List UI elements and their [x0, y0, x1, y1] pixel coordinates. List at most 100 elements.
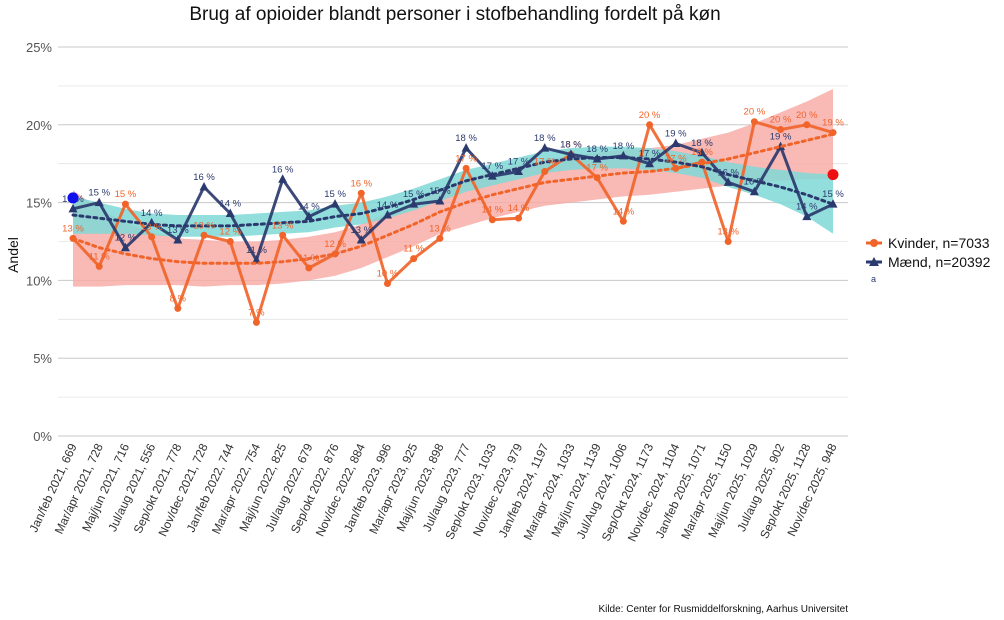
data-label-maend: 15 % — [403, 189, 425, 200]
point-kvinder — [357, 189, 365, 197]
data-label-kvinder: 18 % — [691, 147, 713, 158]
data-label-kvinder: 13 % — [717, 227, 739, 238]
data-label-maend: 14 % — [796, 202, 818, 213]
trend-line-maend — [71, 156, 835, 228]
data-label-kvinder: 11 % — [89, 251, 111, 262]
point-maend — [697, 147, 707, 157]
y-tick-label: 15% — [26, 196, 52, 211]
point-maend — [199, 182, 209, 191]
point-kvinder — [121, 200, 129, 208]
data-label-kvinder: 17 % — [534, 156, 556, 167]
data-label-kvinder: 14 % — [613, 206, 635, 217]
data-label-kvinder: 19 % — [822, 118, 844, 129]
data-label-maend: 15 % — [88, 188, 110, 199]
data-label-maend: 16 % — [193, 172, 215, 183]
point-maend — [671, 138, 681, 147]
point-maend — [435, 196, 445, 205]
point-maend — [278, 174, 288, 183]
point-kvinder — [750, 118, 758, 126]
point-kvinder — [488, 216, 496, 224]
point-kvinder — [383, 280, 391, 288]
point-maend — [173, 234, 183, 244]
point-maend — [409, 199, 419, 208]
data-label-kvinder: 12 % — [324, 239, 346, 250]
data-label-kvinder: 16 % — [350, 178, 372, 189]
data-label-maend: 17 % — [508, 156, 530, 167]
point-maend — [330, 199, 340, 208]
highlight-points — [67, 169, 839, 204]
point-kvinder — [541, 167, 549, 175]
legend-note: a — [871, 274, 876, 284]
data-label-maend: 16 % — [744, 177, 766, 188]
data-label-maend: 15 % — [429, 186, 451, 197]
data-label-kvinder: 11 % — [403, 244, 425, 255]
point-kvinder — [148, 233, 156, 241]
data-label-maend: 18 % — [455, 133, 477, 144]
series-lines — [68, 118, 838, 326]
point-kvinder — [803, 121, 811, 129]
y-tick-label: 10% — [26, 273, 52, 288]
legend-maend-marker — [869, 257, 879, 266]
point-kvinder — [462, 164, 470, 172]
data-label-kvinder: 18 % — [560, 139, 582, 150]
ci-band-maend — [73, 146, 833, 237]
series-line-kvinder — [71, 120, 834, 324]
point-maend — [802, 211, 812, 221]
data-label-kvinder: 17 % — [455, 153, 477, 164]
y-tick-label: 0% — [33, 429, 52, 444]
point-kvinder — [436, 234, 444, 242]
point-maend — [461, 143, 471, 152]
data-label-maend: 18 % — [534, 133, 556, 144]
y-tick-label: 5% — [33, 351, 52, 366]
point-maend — [94, 197, 104, 207]
y-tick-label: 25% — [26, 40, 52, 55]
data-label-kvinder: 15 % — [115, 189, 137, 200]
data-label-maend: 17 % — [481, 161, 503, 172]
data-label-maend: 18 % — [560, 139, 582, 150]
data-label-maend: 19 % — [665, 128, 687, 139]
trend-line-kvinder — [71, 132, 835, 265]
data-label-kvinder: 7 % — [248, 307, 265, 318]
point-maend — [120, 242, 130, 252]
point-kvinder — [724, 238, 732, 245]
data-label-kvinder: 10 % — [377, 269, 399, 280]
data-label-kvinder: 20 % — [796, 110, 818, 121]
data-label-maend: 14 % — [377, 200, 399, 211]
data-label-maend: 18 % — [613, 141, 635, 152]
y-axis-label: Andel — [5, 237, 21, 273]
data-label-kvinder: 13 % — [193, 220, 215, 231]
point-kvinder — [646, 121, 654, 129]
y-axis-ticks: 0% 5% 10% 15% 20% 25% — [26, 40, 52, 444]
data-label-maend: 15 % — [822, 189, 844, 200]
point-maend — [645, 158, 655, 168]
point-maend — [514, 166, 524, 175]
legend-kvinder-marker — [870, 239, 878, 247]
data-label-kvinder: 12 % — [219, 227, 241, 238]
data-labels: 13 % 11 % 15 % 13 % 8 % 13 % 12 % 7 % 13 % 11 % 12… — [62, 107, 844, 319]
data-label-maend: 16 % — [717, 167, 739, 178]
trend-lines — [71, 132, 835, 265]
point-maend — [356, 234, 366, 244]
data-label-maend: 16 % — [272, 164, 294, 175]
point-maend — [540, 143, 550, 152]
data-label-maend: 18 % — [586, 144, 608, 155]
highlight-point-kvinder — [827, 169, 839, 181]
legend-kvinder-label: Kvinder, n=7033 — [888, 235, 990, 251]
data-label-kvinder: 20 % — [770, 114, 792, 125]
highlight-point-maend — [67, 192, 79, 204]
data-label-maend: 12 % — [115, 233, 137, 244]
data-label-maend: 11 % — [246, 245, 268, 256]
point-maend — [566, 149, 576, 158]
y-tick-label: 20% — [26, 118, 52, 133]
point-kvinder — [279, 231, 287, 239]
data-label-maend: 17 % — [639, 149, 661, 160]
confidence-bands — [73, 89, 833, 287]
data-label-kvinder: 8 % — [170, 293, 187, 304]
point-maend — [68, 203, 78, 213]
data-label-maend: 19 % — [770, 132, 792, 143]
data-label-kvinder: 17 % — [665, 153, 687, 164]
data-label-maend: 13 % — [350, 225, 372, 236]
point-kvinder — [777, 125, 785, 133]
